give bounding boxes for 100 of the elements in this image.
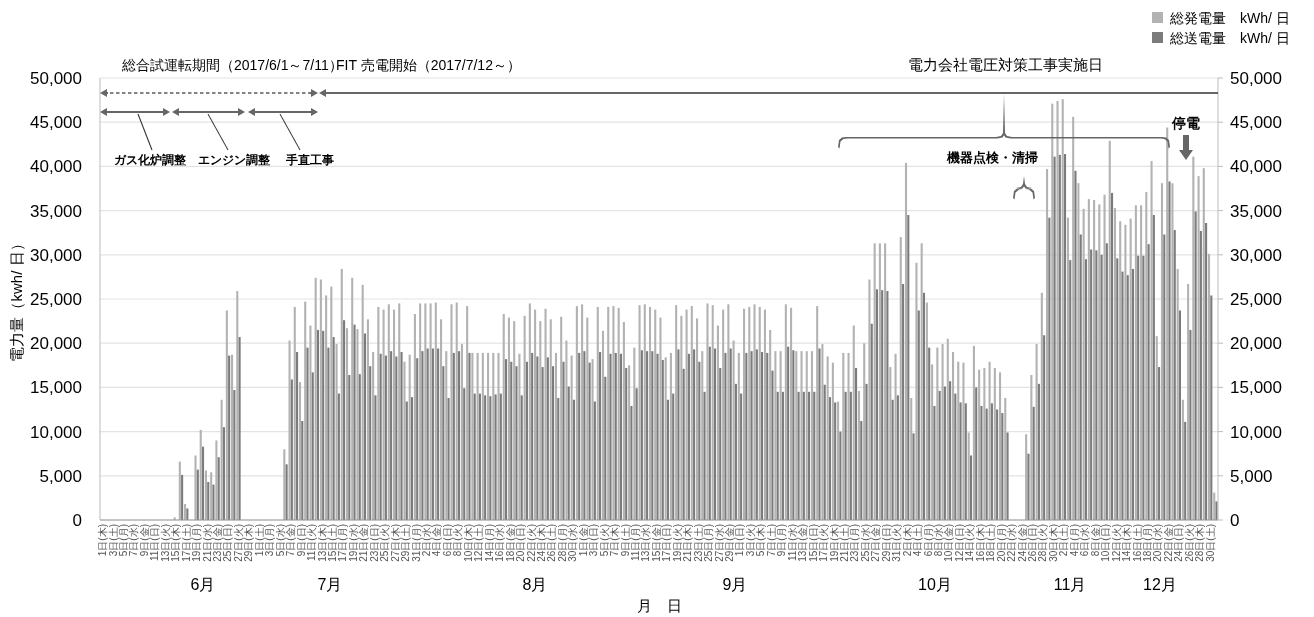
bar xyxy=(1095,250,1098,520)
bar xyxy=(967,432,970,520)
x-tick-label: 22日(水) xyxy=(1006,524,1018,562)
x-tick-label: 27日(金) xyxy=(870,524,882,562)
bar xyxy=(387,304,390,520)
bar xyxy=(382,309,385,520)
bar xyxy=(873,243,876,520)
bar xyxy=(395,356,398,520)
x-tick-label: 17日(火) xyxy=(818,524,830,562)
bar xyxy=(565,340,568,520)
x-tick-label: 11日(月) xyxy=(629,524,641,562)
bar xyxy=(1213,492,1216,520)
bar xyxy=(204,470,207,520)
x-tick-label: 11日(水) xyxy=(786,524,798,562)
bar xyxy=(638,305,641,520)
bar xyxy=(473,393,476,520)
bar xyxy=(578,352,581,520)
bar xyxy=(931,364,934,520)
bar xyxy=(669,352,672,520)
x-tick-label: 7日(木) xyxy=(609,524,621,557)
bar xyxy=(884,243,887,520)
x-tick-label: 9日(月) xyxy=(776,524,788,557)
bar xyxy=(1142,255,1145,520)
x-tick-label: 10日(木) xyxy=(462,524,474,562)
bar xyxy=(348,375,351,520)
bar xyxy=(951,352,955,520)
x-tick-label: 29日(木) xyxy=(243,524,255,562)
bar xyxy=(442,366,445,520)
bar xyxy=(763,309,766,520)
bar xyxy=(325,295,328,520)
x-tick-label: 4日(土) xyxy=(912,524,924,557)
x-tick-label: 30日(土) xyxy=(1204,524,1216,562)
text: FIT 売電開始（2017/7/12～） xyxy=(336,57,521,73)
bar xyxy=(296,352,299,520)
x-tick-label: 2日(土) xyxy=(1058,524,1070,557)
x-tick-label: 5日(木) xyxy=(755,524,767,557)
bar xyxy=(332,337,335,520)
bar xyxy=(813,391,816,520)
y-tick-label: 45,000 xyxy=(30,113,82,133)
bar xyxy=(410,397,414,520)
bar xyxy=(356,329,359,520)
bar xyxy=(601,330,605,520)
x-tick-label: 28日(月) xyxy=(556,524,568,562)
bar xyxy=(784,304,787,520)
x-tick-label: 24日(木) xyxy=(535,524,547,562)
bar xyxy=(975,387,978,520)
bar xyxy=(722,309,725,520)
annotation: 停電 xyxy=(1171,115,1200,131)
bar xyxy=(1077,183,1080,520)
bar xyxy=(369,366,372,520)
bar xyxy=(285,464,288,520)
bar xyxy=(319,279,322,520)
bar xyxy=(539,321,542,520)
bar xyxy=(421,351,424,520)
bar xyxy=(225,310,228,520)
bar xyxy=(440,319,443,520)
bar xyxy=(993,367,996,520)
bar xyxy=(962,362,965,520)
bar xyxy=(675,305,678,520)
x-tick-label: 6日(水) xyxy=(1079,524,1091,557)
bar xyxy=(236,291,239,520)
bar xyxy=(774,351,777,520)
bar xyxy=(915,262,918,520)
bar xyxy=(515,366,518,520)
x-tick-label: 23日(月) xyxy=(849,524,861,562)
bar xyxy=(875,289,878,520)
bar xyxy=(426,348,429,520)
bar xyxy=(314,277,317,520)
bar xyxy=(567,386,570,520)
bar xyxy=(964,403,967,520)
bar xyxy=(1173,230,1176,520)
bar xyxy=(748,306,751,520)
x-tick-label: 17日(日) xyxy=(661,524,673,562)
bar xyxy=(1145,192,1148,520)
bar xyxy=(640,350,643,520)
bar xyxy=(654,309,657,520)
x-tick-label: 25日(火) xyxy=(379,524,391,562)
bar xyxy=(293,306,296,520)
bar xyxy=(510,361,513,520)
bar xyxy=(904,162,908,520)
x-tick-label: 21日(木) xyxy=(682,524,694,562)
bar xyxy=(943,386,946,520)
bar xyxy=(659,317,662,520)
bar xyxy=(1025,434,1028,520)
bar xyxy=(1040,292,1043,520)
bar xyxy=(199,429,202,520)
annotation: ガス化炉調整 xyxy=(114,153,187,167)
x-tick-label: 9日(土) xyxy=(619,524,631,557)
x-tick-label: 28日(火) xyxy=(1037,524,1049,562)
x-tick-label: 14日(木) xyxy=(1121,524,1133,562)
bar xyxy=(304,301,307,520)
bar xyxy=(1053,156,1056,520)
x-tick-label: 21日(金) xyxy=(358,524,370,562)
bar xyxy=(184,504,187,520)
x-tick-label: 15日(木) xyxy=(170,524,182,562)
bar xyxy=(400,352,403,520)
bar xyxy=(844,391,847,520)
bar xyxy=(614,352,617,520)
bar xyxy=(847,352,850,520)
bar xyxy=(525,361,528,520)
